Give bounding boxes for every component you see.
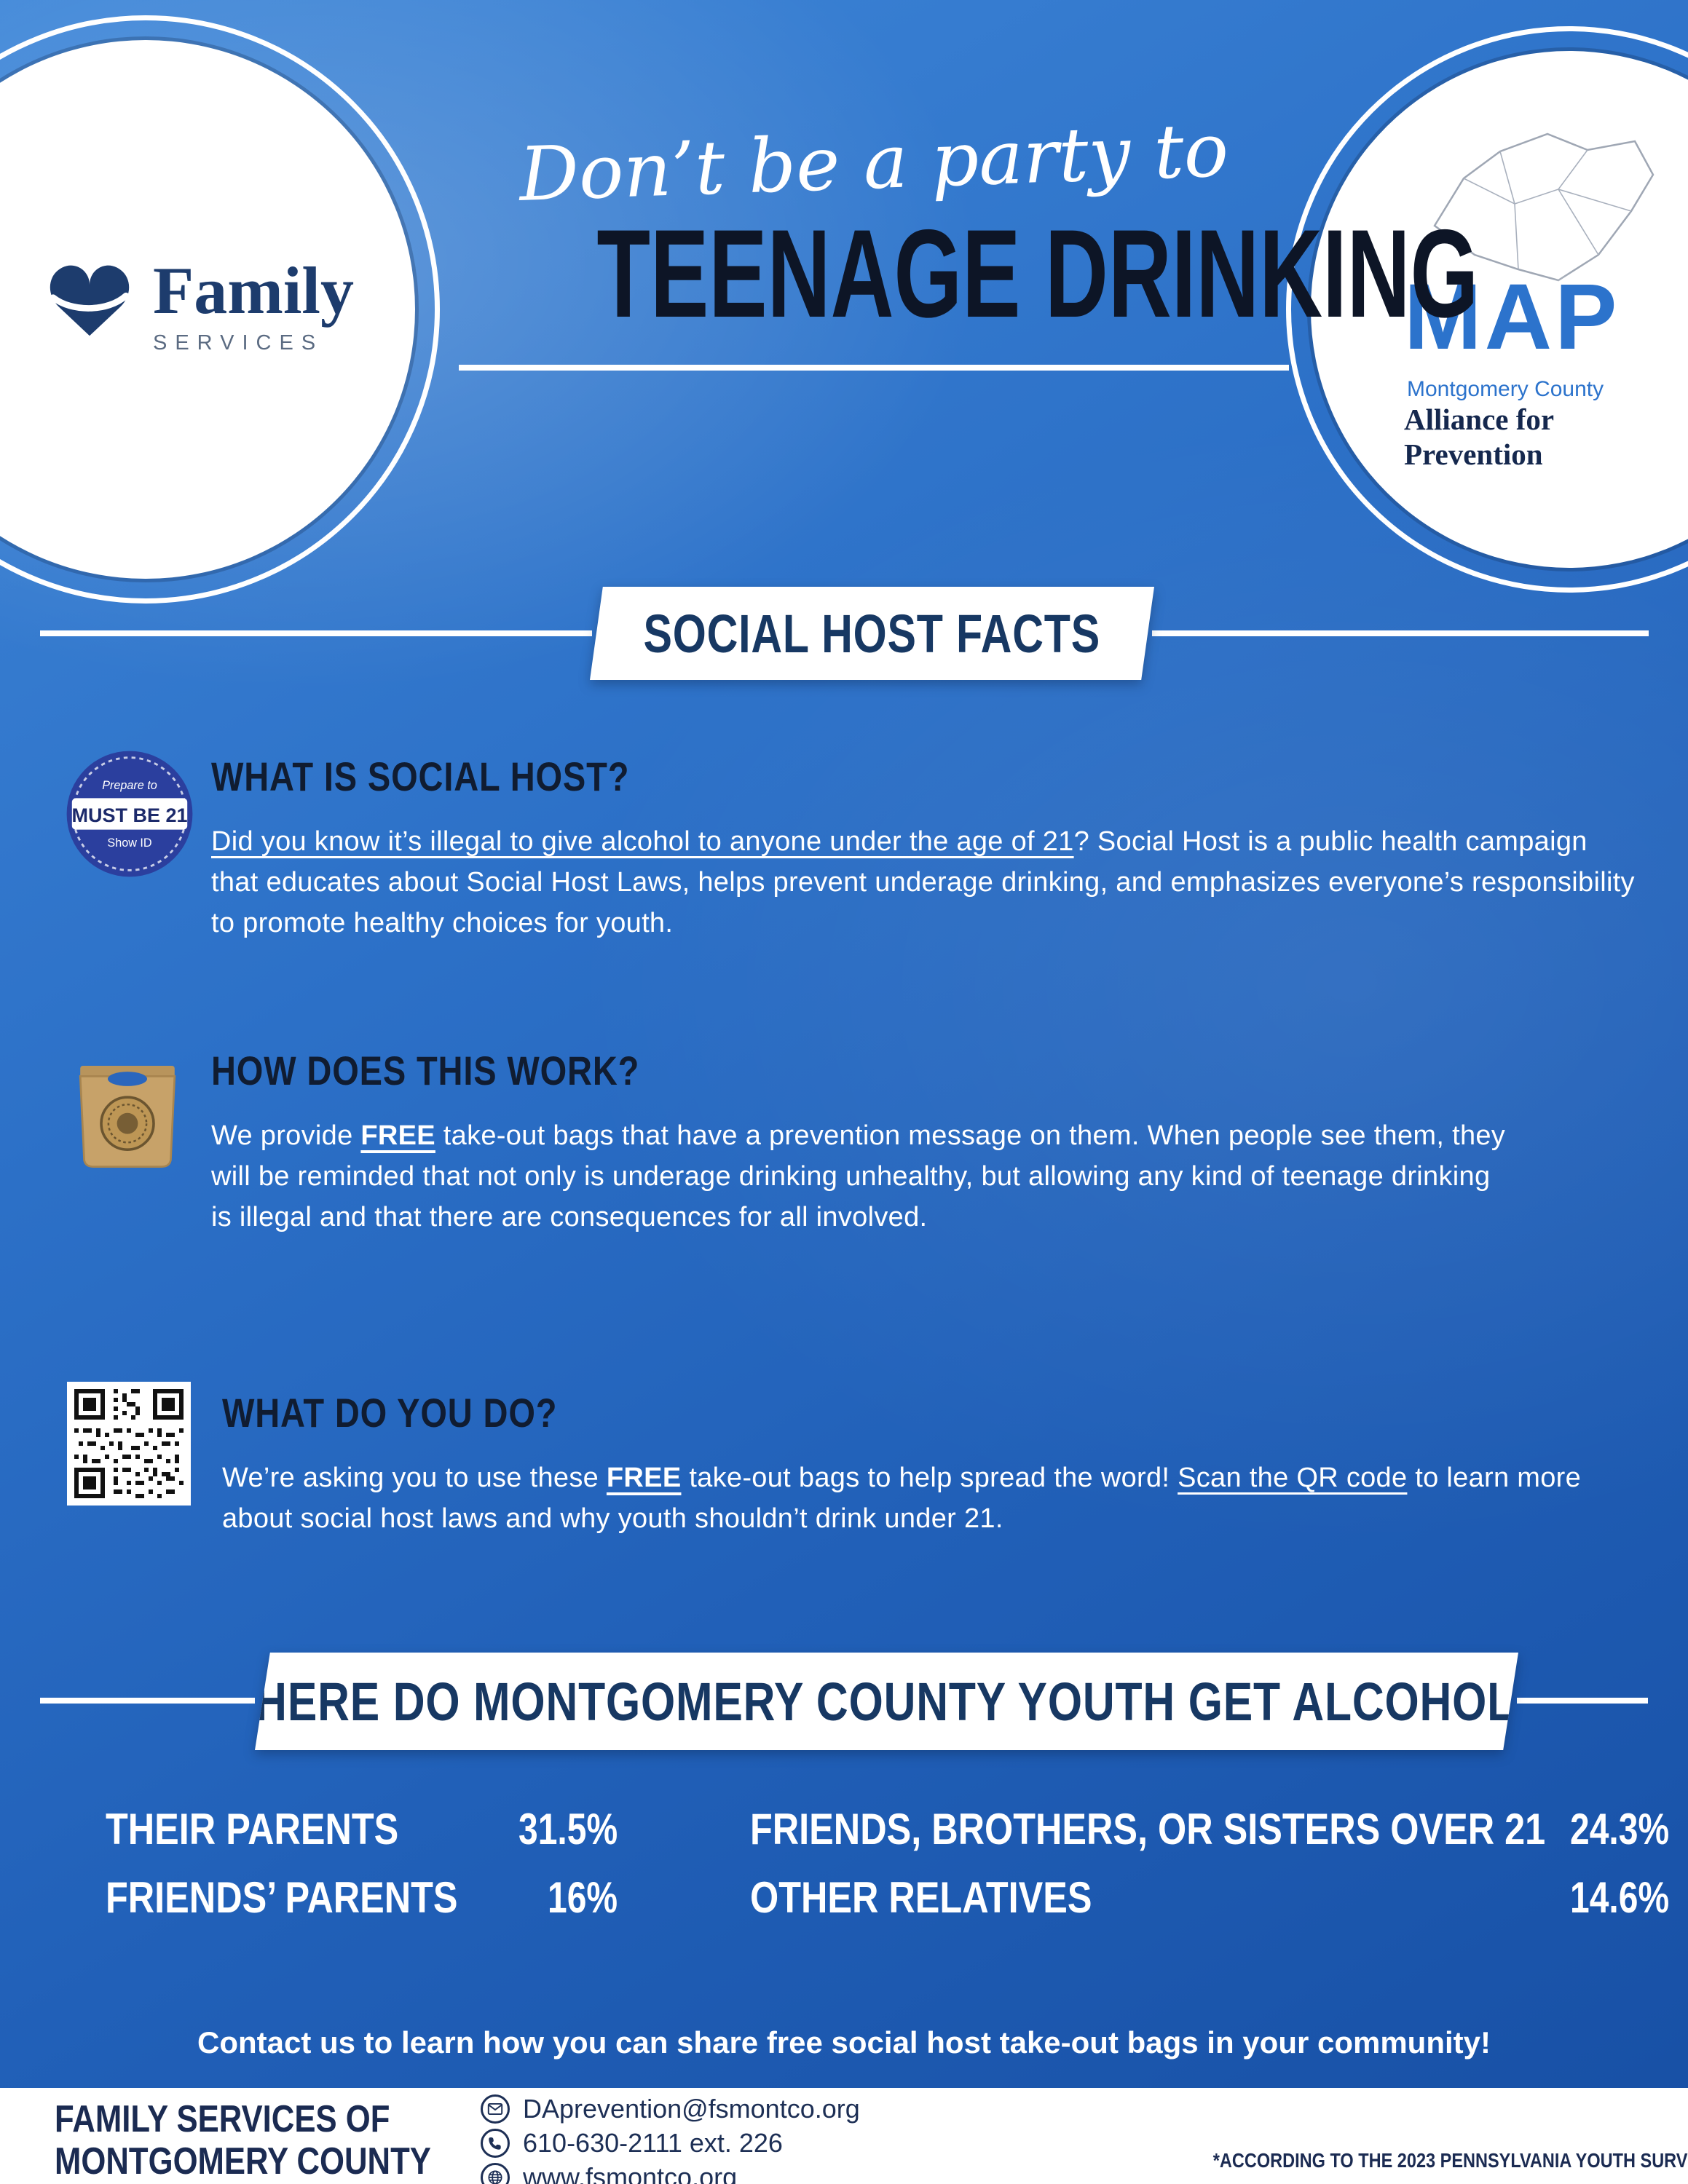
section-what-is-body: Did you know it’s illegal to give alcoho… — [211, 826, 1635, 939]
banner2-left-line — [40, 1698, 255, 1704]
stat-other-relatives-label: OTHER RELATIVES — [750, 1873, 1092, 1922]
svg-text:MUST BE 21: MUST BE 21 — [71, 804, 187, 826]
banner-where-alcohol: WHERE DO MONTGOMERY COUNTY YOUTH GET ALC… — [255, 1653, 1518, 1750]
free-emphasis: FREE — [360, 1120, 435, 1151]
banner1-text: SOCIAL HOST FACTS — [643, 603, 1101, 664]
title-block: Don’t be a party to TEENAGE DRINKING — [408, 107, 1479, 371]
email-icon — [481, 2094, 510, 2124]
heart-hands-icon — [50, 265, 130, 336]
what-is-underlined-text: Did you know it’s illegal to give alcoho… — [211, 826, 1074, 857]
free-emphasis: FREE — [606, 1463, 682, 1493]
takeout-bag-icon — [79, 1066, 176, 1168]
footer-contact-list: DAprevention@fsmontco.org 610-630-2111 e… — [481, 2094, 860, 2184]
stat-their-parents-label: THEIR PARENTS — [106, 1805, 399, 1853]
banner2-text: WHERE DO MONTGOMERY COUNTY YOUTH GET ALC… — [213, 1671, 1561, 1732]
script-title: Don’t be a party to — [518, 107, 1230, 218]
banner-social-host-facts: SOCIAL HOST FACTS — [590, 587, 1154, 680]
footer-org-name: FAMILY SERVICES OF MONTGOMERY COUNTY — [55, 2098, 431, 2183]
svg-text:Prepare to: Prepare to — [102, 779, 157, 792]
family-logo-name: Family — [153, 253, 354, 328]
banner1-right-line — [1152, 630, 1649, 636]
main-title: TEENAGE DRINKING — [596, 204, 1479, 344]
stat-their-parents-value: 31.5% — [518, 1805, 618, 1853]
footer-phone[interactable]: 610-630-2111 ext. 226 — [481, 2128, 860, 2159]
footer: FAMILY SERVICES OF MONTGOMERY COUNTY DAp… — [0, 2088, 1688, 2184]
globe-icon — [481, 2163, 510, 2184]
section-what-is-heading: WHAT IS SOCIAL HOST? — [211, 753, 630, 799]
banner1-left-line — [40, 630, 592, 636]
family-logo-subtitle: SERVICES — [153, 331, 324, 355]
must-be-21-badge-icon: MUST BE 21 Prepare to Show ID — [66, 751, 193, 877]
footer-website[interactable]: www.fsmontco.org — [481, 2162, 860, 2184]
stat-friends-parents-value: 16% — [547, 1873, 618, 1922]
contact-call-to-action: Contact us to learn how you can share fr… — [197, 2025, 1491, 2060]
map-logo-circle — [1286, 26, 1688, 593]
section-how-works-heading: HOW DOES THIS WORK? — [211, 1048, 640, 1093]
survey-footnote: *ACCORDING TO THE 2023 PENNSYLVANIA YOUT… — [1212, 2149, 1688, 2172]
county-map-outline-icon — [1433, 132, 1655, 282]
title-divider — [459, 364, 1289, 371]
banner2-right-line — [1517, 1698, 1648, 1704]
qr-code-icon — [67, 1382, 191, 1506]
scan-qr-link-text: Scan the QR code — [1178, 1463, 1408, 1493]
section-what-do-heading: WHAT DO YOU DO? — [222, 1390, 558, 1436]
map-logo-acronym: MAP — [1404, 265, 1620, 369]
section-what-do-body: We’re asking you to use these FREE take-… — [222, 1463, 1582, 1535]
stat-other-relatives-value: 14.6% — [1569, 1873, 1669, 1922]
footer-email[interactable]: DAprevention@fsmontco.org — [481, 2094, 860, 2124]
map-logo-county: Montgomery County — [1407, 377, 1604, 401]
stat-friends-over21-label: FRIENDS, BROTHERS, OR SISTERS OVER 21 — [750, 1805, 1546, 1853]
stat-friends-parents-label: FRIENDS’ PARENTS — [106, 1873, 458, 1922]
svg-text:Show ID: Show ID — [107, 836, 151, 850]
family-logo-text: Family SERVICES — [153, 257, 354, 355]
phone-icon — [481, 2129, 510, 2158]
map-logo-org: Alliance for Prevention — [1404, 403, 1554, 471]
section-how-works-body: We provide FREE take-out bags that have … — [211, 1120, 1506, 1233]
family-services-logo: Family SERVICES — [35, 255, 354, 357]
stat-friends-over21-value: 24.3% — [1569, 1805, 1669, 1853]
